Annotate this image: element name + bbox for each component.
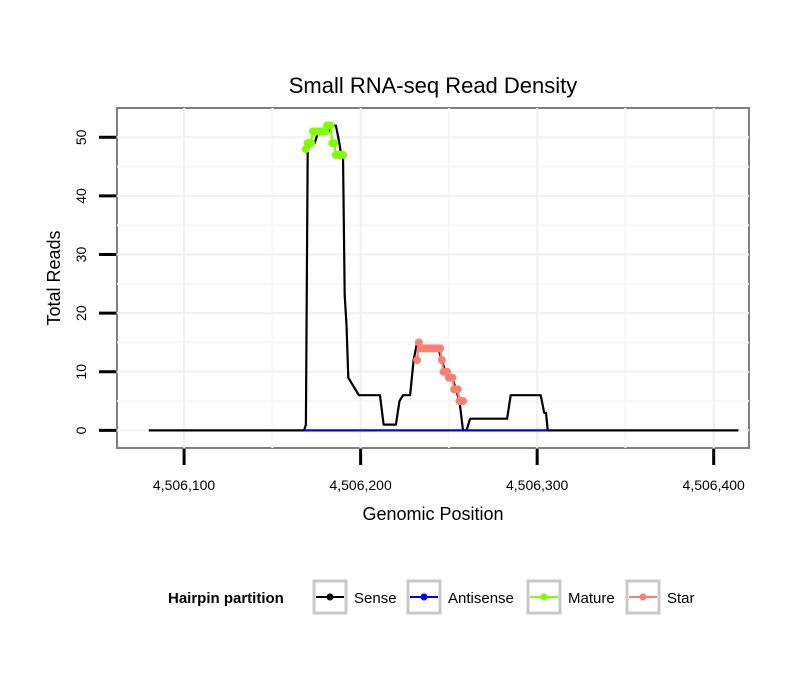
- legend-entry-mature: Mature: [526, 579, 615, 615]
- data-point-star: [436, 344, 445, 353]
- y-axis-title: Total Reads: [44, 230, 64, 325]
- legend-key-point: [639, 593, 647, 601]
- legend-label: Mature: [568, 590, 615, 607]
- data-point-star: [453, 385, 462, 394]
- legend-label: Antisense: [448, 590, 514, 607]
- y-tick-label: 40: [73, 188, 89, 204]
- legend-entry-star: Star: [625, 579, 695, 615]
- legend-title: Hairpin partition: [168, 590, 284, 607]
- data-point-mature: [330, 139, 339, 148]
- x-tick-label: 4,506,400: [683, 477, 745, 493]
- legend-entry-antisense: Antisense: [406, 579, 514, 615]
- data-point-mature: [326, 121, 335, 130]
- x-tick-label: 4,506,300: [506, 477, 568, 493]
- x-tick-label: 4,506,100: [153, 477, 215, 493]
- legend-key-point: [540, 593, 548, 601]
- x-tick-label: 4,506,200: [329, 477, 391, 493]
- y-axis: 0 10 20 30 40 50: [73, 129, 116, 434]
- legend-label: Star: [667, 590, 695, 607]
- data-point-star: [437, 356, 446, 365]
- points-layer: [301, 121, 468, 406]
- legend-key-point: [326, 593, 334, 601]
- y-tick-label: 0: [73, 426, 89, 434]
- legend-entry-sense: Sense: [312, 579, 397, 615]
- y-tick-label: 30: [73, 247, 89, 263]
- x-axis-title: Genomic Position: [362, 504, 503, 524]
- legend-key-point: [420, 593, 428, 601]
- legend-label: Sense: [354, 590, 397, 607]
- plot-panel: [116, 107, 750, 449]
- legend: Hairpin partition Sense Antisense Mature St…: [168, 579, 695, 615]
- y-tick-label: 10: [73, 364, 89, 380]
- y-tick-label: 20: [73, 305, 89, 321]
- data-point-star: [413, 356, 422, 365]
- y-tick-label: 50: [73, 129, 89, 145]
- data-point-star: [448, 373, 457, 382]
- x-axis: 4,506,100 4,506,200 4,506,300 4,506,400: [153, 449, 745, 493]
- chart-title: Small RNA-seq Read Density: [289, 73, 578, 98]
- data-point-mature: [307, 139, 316, 148]
- data-point-star: [459, 397, 468, 406]
- data-point-mature: [338, 150, 347, 159]
